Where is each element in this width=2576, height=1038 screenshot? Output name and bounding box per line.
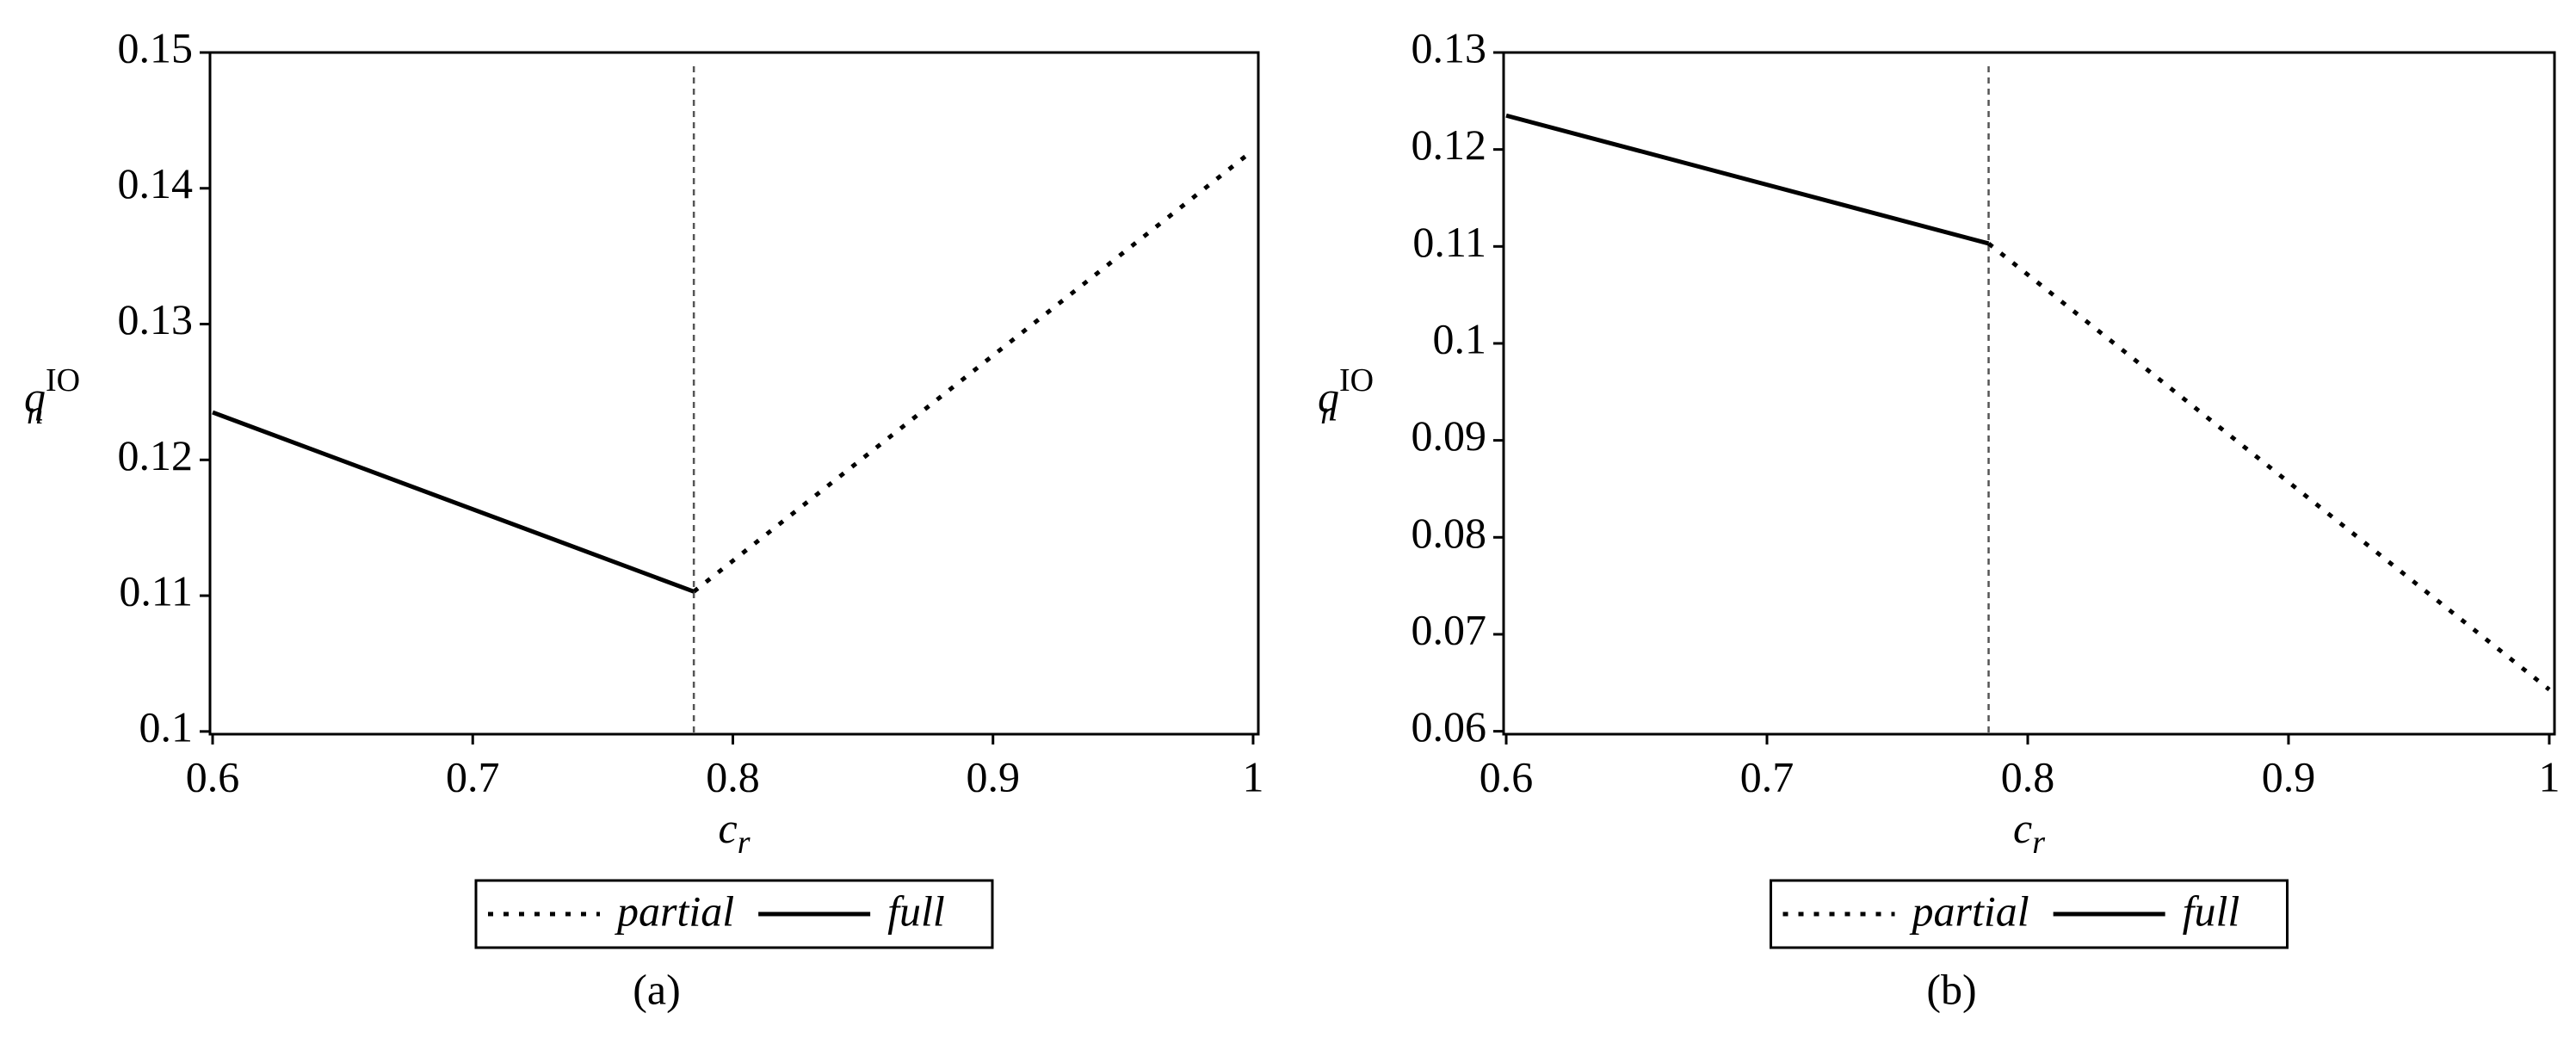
y-tick-label: 0.07: [1412, 605, 1487, 653]
x-tick-label: 0.9: [966, 752, 1020, 800]
legend-label: partial: [1910, 887, 2029, 935]
x-label-sub: r: [2032, 825, 2045, 861]
y-label-base: q: [1318, 373, 1339, 421]
y-label-sub: n: [27, 395, 43, 431]
y-tick-label: 0.11: [1412, 218, 1486, 266]
y-label-sup: IO: [1339, 362, 1374, 399]
y-label-sub: r: [1320, 395, 1333, 431]
y-tick-label: 0.12: [1412, 120, 1487, 169]
x-label-base: c: [2013, 804, 2032, 852]
y-tick-label: 0.13: [1412, 23, 1487, 71]
x-axis-label: cr: [719, 804, 751, 860]
y-tick-label: 0.13: [118, 295, 194, 343]
legend-label: full: [887, 887, 945, 935]
x-label-base: c: [719, 804, 738, 852]
x-tick-label: 0.9: [2262, 752, 2316, 800]
y-tick-label: 0.11: [119, 567, 193, 615]
x-tick-label: 1: [2538, 752, 2560, 800]
y-axis-label: qIO r: [1318, 362, 1374, 431]
x-tick-label: 0.8: [2001, 752, 2055, 800]
y-tick-label: 0.1: [139, 702, 194, 751]
legend-label: partial: [615, 887, 734, 935]
y-label-base: q: [24, 373, 46, 421]
series-line: [212, 410, 695, 594]
y-tick-label: 0.09: [1412, 411, 1487, 460]
series-line: [692, 148, 1255, 594]
x-axis-label: cr: [2013, 804, 2045, 860]
x-tick-label: 0.8: [706, 752, 760, 800]
y-tick-label: 0.12: [118, 431, 194, 479]
legend-label: full: [2183, 887, 2240, 935]
x-tick-label: 0.7: [446, 752, 500, 800]
y-tick-label: 0.06: [1412, 702, 1487, 751]
series-line: [1505, 113, 1990, 246]
legend-box: [474, 879, 994, 949]
y-tick-label: 0.1: [1433, 314, 1487, 362]
y-tick-label: 0.08: [1412, 509, 1487, 557]
plot-frame: [208, 51, 1260, 736]
series-line: [1986, 241, 2551, 692]
x-tick-label: 0.6: [186, 752, 240, 800]
caption: (a): [633, 965, 681, 1013]
x-label-sub: r: [738, 825, 751, 861]
x-tick-label: 0.7: [1740, 752, 1795, 800]
x-tick-label: 1: [1242, 752, 1263, 800]
y-axis-label: qIO n: [24, 362, 80, 431]
y-label-sup: IO: [46, 362, 80, 399]
caption: (b): [1926, 965, 1976, 1013]
y-tick-label: 0.15: [118, 23, 194, 71]
x-tick-label: 0.6: [1480, 752, 1534, 800]
y-tick-label: 0.14: [118, 159, 194, 207]
legend-box: [1770, 879, 2289, 949]
plot-frame: [1502, 51, 2556, 736]
